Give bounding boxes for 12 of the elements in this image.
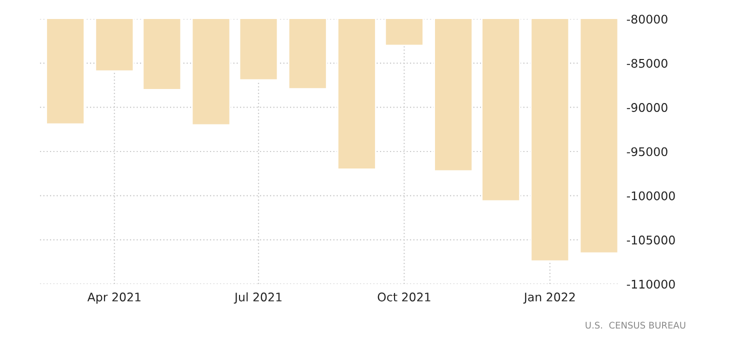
- x-tick-label: Oct 2021: [378, 292, 430, 302]
- x-tick-label: Jan 2022: [523, 292, 575, 304]
- x-tick-label: Apr 2021: [87, 292, 140, 304]
- y-tick-label: -90000: [626, 103, 668, 112]
- y-tick-label: -110000: [626, 280, 675, 289]
- y-tick-label: -105000: [626, 236, 675, 244]
- y-tick-label: -80000: [626, 14, 668, 24]
- y-tick-label: -100000: [626, 191, 675, 200]
- y-tick-label: -95000: [626, 147, 668, 156]
- text: U.S. CENSUS BUREAU: [586, 322, 686, 329]
- y-tick-label: -85000: [626, 58, 668, 68]
- x-tick-label: Jul 2021: [234, 292, 282, 304]
